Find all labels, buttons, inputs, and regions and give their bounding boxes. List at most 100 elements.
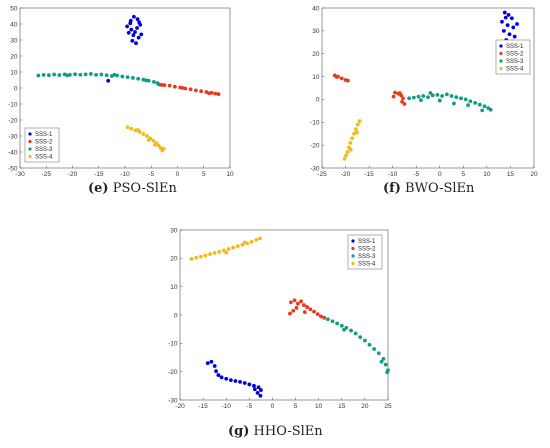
scatter-point <box>135 17 140 22</box>
scatter-point <box>125 125 130 130</box>
scatter-point <box>402 102 407 106</box>
y-tick-label: 10 <box>10 69 18 76</box>
scatter-point <box>155 81 160 86</box>
scatter-point <box>342 156 347 161</box>
scatter-point <box>172 84 177 89</box>
legend-label: SSS-2 <box>358 247 376 253</box>
scatter-point <box>362 338 367 343</box>
y-tick-label: -20 <box>310 142 320 149</box>
legend-marker <box>351 239 355 243</box>
legend-label: SSS-1 <box>358 239 376 245</box>
scatter-point <box>397 91 402 95</box>
scatter-point <box>216 92 221 96</box>
scatter-point <box>391 94 396 99</box>
scatter-point <box>135 26 139 30</box>
scatter-point <box>301 303 306 307</box>
scatter-point <box>36 73 41 78</box>
scatter-point <box>372 347 377 351</box>
scatter-point <box>46 73 51 78</box>
scatter-point <box>78 72 83 77</box>
x-tick-label: 15 <box>507 171 515 176</box>
scatter-point <box>505 23 510 28</box>
scatter-point <box>292 298 297 303</box>
scatter-point <box>224 250 229 255</box>
scatter-point <box>247 382 252 387</box>
scatter-point <box>205 361 210 366</box>
scatter-point <box>502 10 507 15</box>
y-tick-label: 0 <box>316 97 320 104</box>
scatter-point <box>129 126 134 131</box>
scatter-point <box>252 383 256 388</box>
y-tick-label: 30 <box>312 28 320 35</box>
scatter-point <box>326 317 330 322</box>
scatter-point <box>339 76 344 81</box>
scatter-point <box>393 90 397 95</box>
scatter-point <box>252 387 257 392</box>
legend-marker <box>499 59 503 63</box>
scatter-point <box>315 312 320 317</box>
legend-marker <box>351 261 355 266</box>
scatter-point <box>355 122 360 127</box>
scatter-point <box>167 83 172 88</box>
y-tick-label: -10 <box>310 120 320 127</box>
x-tick-label: -15 <box>94 171 104 176</box>
scatter-point <box>145 134 149 138</box>
scatter-point <box>503 15 508 20</box>
scatter-point <box>466 103 470 108</box>
scatter-point <box>151 80 156 84</box>
scatter-point <box>228 378 233 383</box>
scatter-point <box>134 41 138 46</box>
y-tick-label: 0 <box>174 312 178 319</box>
x-tick-label: 5 <box>294 403 298 410</box>
y-tick-label: -40 <box>8 149 18 156</box>
x-tick-label: 10 <box>315 403 323 410</box>
x-tick-label: 20 <box>361 403 369 410</box>
scatter-point <box>506 12 511 17</box>
legend-marker <box>28 132 32 136</box>
scatter-point <box>231 245 236 250</box>
plot-frame <box>321 7 535 169</box>
caption-bwo: (f) BWO-SlEn <box>383 181 475 196</box>
scatter-point <box>130 76 135 80</box>
scatter-point <box>256 385 261 390</box>
x-tick-label: -10 <box>222 403 232 410</box>
legend-marker <box>499 44 503 48</box>
scatter-point <box>193 88 198 93</box>
legend-label: SSS-4 <box>358 262 376 268</box>
scatter-point <box>401 96 405 101</box>
scatter-point <box>354 130 359 135</box>
x-tick-label: -20 <box>175 403 185 410</box>
scatter-point <box>219 375 224 380</box>
scatter-point <box>65 73 70 78</box>
y-tick-label: 40 <box>10 21 18 28</box>
scatter-point <box>136 128 141 132</box>
scatter-point <box>99 72 104 77</box>
legend-label: SSS-3 <box>35 147 53 153</box>
y-tick-label: 30 <box>10 37 18 44</box>
x-tick-label: 0 <box>271 403 275 410</box>
scatter-point <box>482 104 487 109</box>
legend-label: SSS-2 <box>506 52 524 58</box>
x-tick-label: 10 <box>483 171 491 176</box>
scatter-point <box>133 30 137 34</box>
x-tick-label: -25 <box>317 171 327 176</box>
y-tick-label: -30 <box>310 165 320 172</box>
scatter-point <box>83 72 88 77</box>
scatter-point <box>238 379 242 384</box>
scatter-point <box>180 86 185 90</box>
y-tick-label: 30 <box>170 227 178 234</box>
legend-marker <box>28 139 32 144</box>
caption-pso: (e) PSO-SlEn <box>88 181 177 196</box>
scatter-point <box>507 32 512 37</box>
chart-bwo: -25 -20 -15 -10 -5 0 5 10 15 20 -30 -20 -10 0 10 20 30 40… <box>310 5 538 176</box>
scatter-point <box>235 244 240 249</box>
legend-label: SSS-4 <box>506 67 524 73</box>
y-tick-label: -30 <box>8 133 18 140</box>
scatter-point <box>209 359 214 364</box>
legend-marker <box>499 51 503 56</box>
scatter-point <box>57 73 62 77</box>
scatter-point <box>344 153 348 158</box>
x-tick-label: -15 <box>364 171 374 176</box>
scatter-point <box>216 373 221 377</box>
scatter-point <box>129 27 134 32</box>
